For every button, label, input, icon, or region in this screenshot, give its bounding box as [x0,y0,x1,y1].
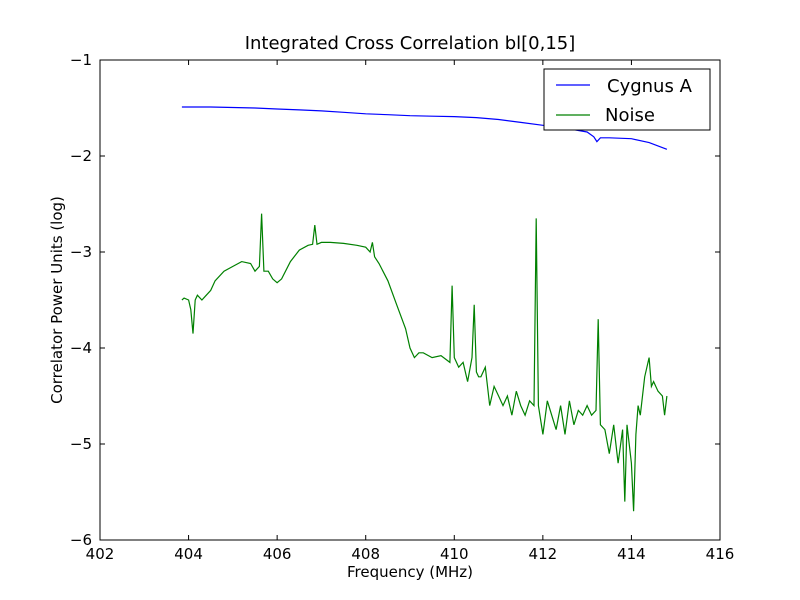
axes-frame [99,59,721,541]
series-line-noise [181,213,668,512]
x-tick-label: 402 [86,545,115,563]
legend-label-cygnus-a: Cygnus A [607,76,693,97]
y-tick-label: −6 [70,531,92,549]
chart-title: Integrated Cross Correlation bl[0,15] [245,33,576,54]
legend-box [543,68,711,131]
x-tick-label: 410 [440,545,469,563]
y-tick-label: −5 [70,435,92,453]
x-axis-label: Frequency (MHz) [347,563,473,581]
legend-label-noise: Noise [605,105,655,126]
y-tick-label: −2 [70,147,92,165]
y-tick-label: −1 [70,51,92,69]
x-tick-label: 404 [174,545,203,563]
x-tick-label: 416 [706,545,735,563]
x-tick-label: 414 [617,545,646,563]
legend: Cygnus A Noise [543,68,711,131]
y-tick-label: −4 [70,339,92,357]
plot-area [181,106,668,512]
x-tick-label: 412 [529,545,558,563]
x-tick-label: 406 [263,545,292,563]
axes: 402 404 406 408 410 412 414 416 −6 −5 −4 −3 −2 −1 [70,51,734,563]
y-tick-label: −3 [70,243,92,261]
series-line-cygnus-a [181,106,668,150]
x-tick-label: 408 [351,545,380,563]
y-axis-label: Correlator Power Units (log) [48,196,66,404]
